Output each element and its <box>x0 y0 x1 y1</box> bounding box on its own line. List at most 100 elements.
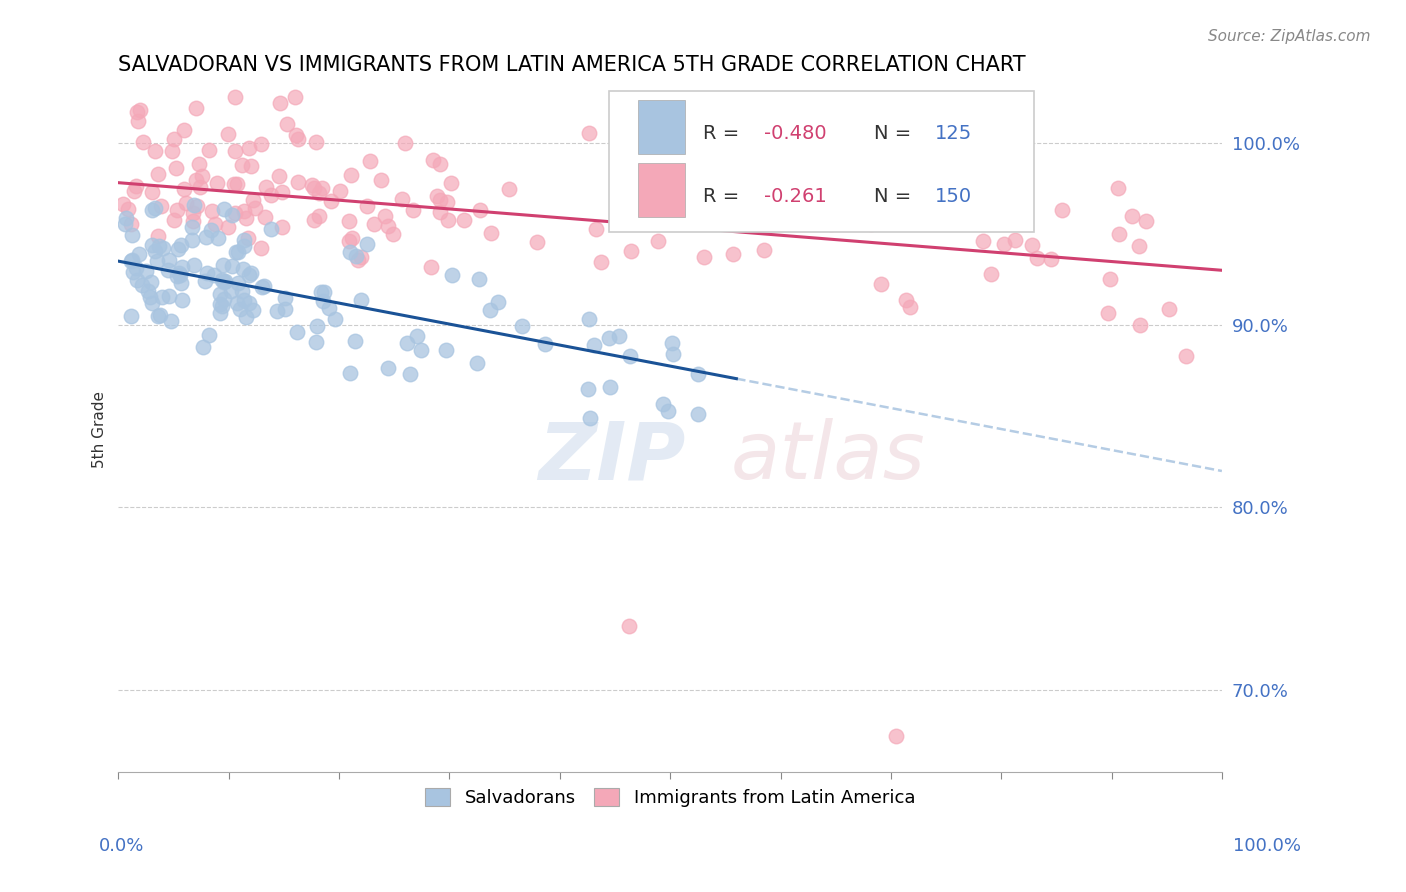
Point <box>129 103 152 118</box>
Point <box>1128 239 1150 253</box>
Text: SALVADORAN VS IMMIGRANTS FROM LATIN AMERICA 5TH GRADE CORRELATION CHART: SALVADORAN VS IMMIGRANTS FROM LATIN AMER… <box>118 55 1026 75</box>
Point <box>1128 318 1150 332</box>
Point <box>406 329 429 343</box>
Point <box>598 331 620 345</box>
Point <box>1039 252 1062 266</box>
Point <box>188 157 211 171</box>
Point <box>576 382 599 396</box>
Point <box>465 356 488 370</box>
Point <box>181 213 204 227</box>
Point <box>370 173 392 187</box>
Point <box>208 306 231 320</box>
Point <box>166 202 188 217</box>
Point <box>440 176 463 190</box>
Point <box>301 178 323 192</box>
Point <box>250 136 273 151</box>
Point <box>686 368 709 382</box>
Point <box>224 90 246 104</box>
Point <box>122 185 145 199</box>
Text: atlas: atlas <box>731 418 925 496</box>
Point <box>870 277 893 292</box>
Point <box>884 729 907 743</box>
Point <box>212 275 235 289</box>
Point <box>422 153 444 167</box>
FancyBboxPatch shape <box>609 91 1035 232</box>
Point <box>859 172 882 186</box>
Point <box>350 293 373 307</box>
Y-axis label: 5th Grade: 5th Grade <box>93 392 107 468</box>
Point <box>195 266 218 280</box>
Point <box>238 141 260 155</box>
Point <box>183 259 205 273</box>
Point <box>1121 209 1143 223</box>
Point <box>720 191 742 205</box>
Point <box>441 268 464 283</box>
Point <box>269 96 291 111</box>
Point <box>820 217 842 231</box>
Point <box>166 242 188 256</box>
Point <box>305 135 328 149</box>
Point <box>146 253 169 268</box>
Text: 150: 150 <box>935 187 972 206</box>
Point <box>377 361 399 376</box>
Point <box>184 101 207 115</box>
Point <box>391 192 413 206</box>
Point <box>226 276 249 290</box>
Point <box>202 268 225 283</box>
Point <box>526 235 548 249</box>
Point <box>217 220 239 235</box>
Point <box>751 178 773 193</box>
Point <box>200 223 222 237</box>
Point <box>212 202 235 217</box>
Point <box>150 290 173 304</box>
Point <box>314 285 336 300</box>
Point <box>578 126 600 140</box>
Point <box>117 202 139 216</box>
Text: ZIP: ZIP <box>537 418 685 496</box>
Point <box>409 343 432 357</box>
Point <box>197 327 219 342</box>
Text: 125: 125 <box>935 124 972 143</box>
Point <box>186 199 208 213</box>
Point <box>309 285 332 300</box>
Point <box>207 176 229 190</box>
Point <box>898 300 921 314</box>
Point <box>374 209 396 223</box>
Point <box>647 234 669 248</box>
Point <box>308 186 330 201</box>
Point <box>232 261 254 276</box>
Point <box>318 301 340 316</box>
Point <box>194 230 217 244</box>
Point <box>273 302 295 317</box>
Point <box>212 258 235 272</box>
Point <box>305 335 328 350</box>
Point <box>163 132 186 146</box>
Point <box>337 235 360 249</box>
Point <box>250 241 273 255</box>
Point <box>186 173 208 187</box>
Point <box>209 297 232 311</box>
Point <box>620 244 643 259</box>
Text: N =: N = <box>875 124 918 143</box>
Point <box>122 265 145 279</box>
Point <box>242 194 264 208</box>
Point <box>141 185 163 199</box>
Point <box>356 236 378 251</box>
Point <box>993 237 1015 252</box>
Point <box>148 310 170 324</box>
Point <box>420 260 443 274</box>
Text: Source: ZipAtlas.com: Source: ZipAtlas.com <box>1208 29 1371 44</box>
Point <box>232 239 254 253</box>
Point <box>173 122 195 136</box>
Point <box>174 195 197 210</box>
Point <box>311 181 333 195</box>
Point <box>1025 251 1047 265</box>
Point <box>254 179 277 194</box>
Point <box>188 180 211 194</box>
Point <box>468 203 491 218</box>
Point <box>181 206 204 220</box>
Point <box>131 278 153 293</box>
Point <box>197 144 219 158</box>
Point <box>356 199 378 213</box>
Point <box>1135 214 1157 228</box>
